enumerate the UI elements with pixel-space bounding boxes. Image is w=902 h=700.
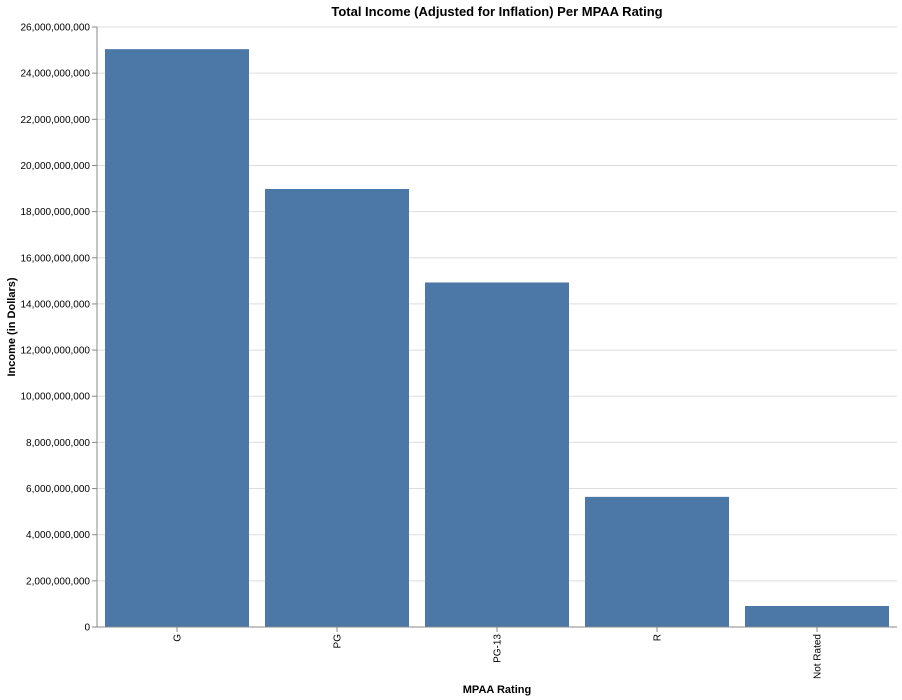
y-tick-label: 14,000,000,000 [20, 299, 90, 310]
y-axis-ticks: 0 2,000,000,000 4,000,000,000 6,000,000,000… [20, 23, 97, 634]
bar-g [105, 49, 249, 627]
y-tick-label: 18,000,000,000 [20, 207, 90, 218]
y-tick-label: 16,000,000,000 [20, 253, 90, 264]
x-tick-label: R [653, 634, 664, 641]
y-axis-title: Income (in Dollars) [6, 277, 18, 376]
y-tick-label: 6,000,000,000 [26, 484, 90, 495]
y-tick-label: 20,000,000,000 [20, 161, 90, 172]
chart-title: Total Income (Adjusted for Inflation) Pe… [331, 4, 662, 19]
x-tick-label: Not Rated [813, 634, 824, 679]
y-tick-label: 24,000,000,000 [20, 69, 90, 80]
y-tick-label: 22,000,000,000 [20, 115, 90, 126]
x-tick-label: PG [333, 634, 344, 649]
x-tick-label: PG-13 [493, 634, 504, 663]
y-tick-label: 4,000,000,000 [26, 530, 90, 541]
y-tick-label: 10,000,000,000 [20, 392, 90, 403]
bars [105, 49, 889, 627]
x-axis-title: MPAA Rating [463, 684, 531, 696]
y-tick-label: 26,000,000,000 [20, 23, 90, 34]
bar-pg [265, 189, 409, 627]
x-axis-ticks: G PG PG-13 R Not Rated [173, 627, 824, 679]
bar-r [585, 496, 729, 627]
y-tick-label: 12,000,000,000 [20, 346, 90, 357]
y-tick-label: 0 [84, 623, 90, 634]
bar-pg-13 [425, 282, 569, 627]
bar-not-rated [745, 606, 889, 627]
y-tick-label: 2,000,000,000 [26, 576, 90, 587]
y-tick-label: 8,000,000,000 [26, 438, 90, 449]
x-tick-label: G [173, 634, 184, 642]
